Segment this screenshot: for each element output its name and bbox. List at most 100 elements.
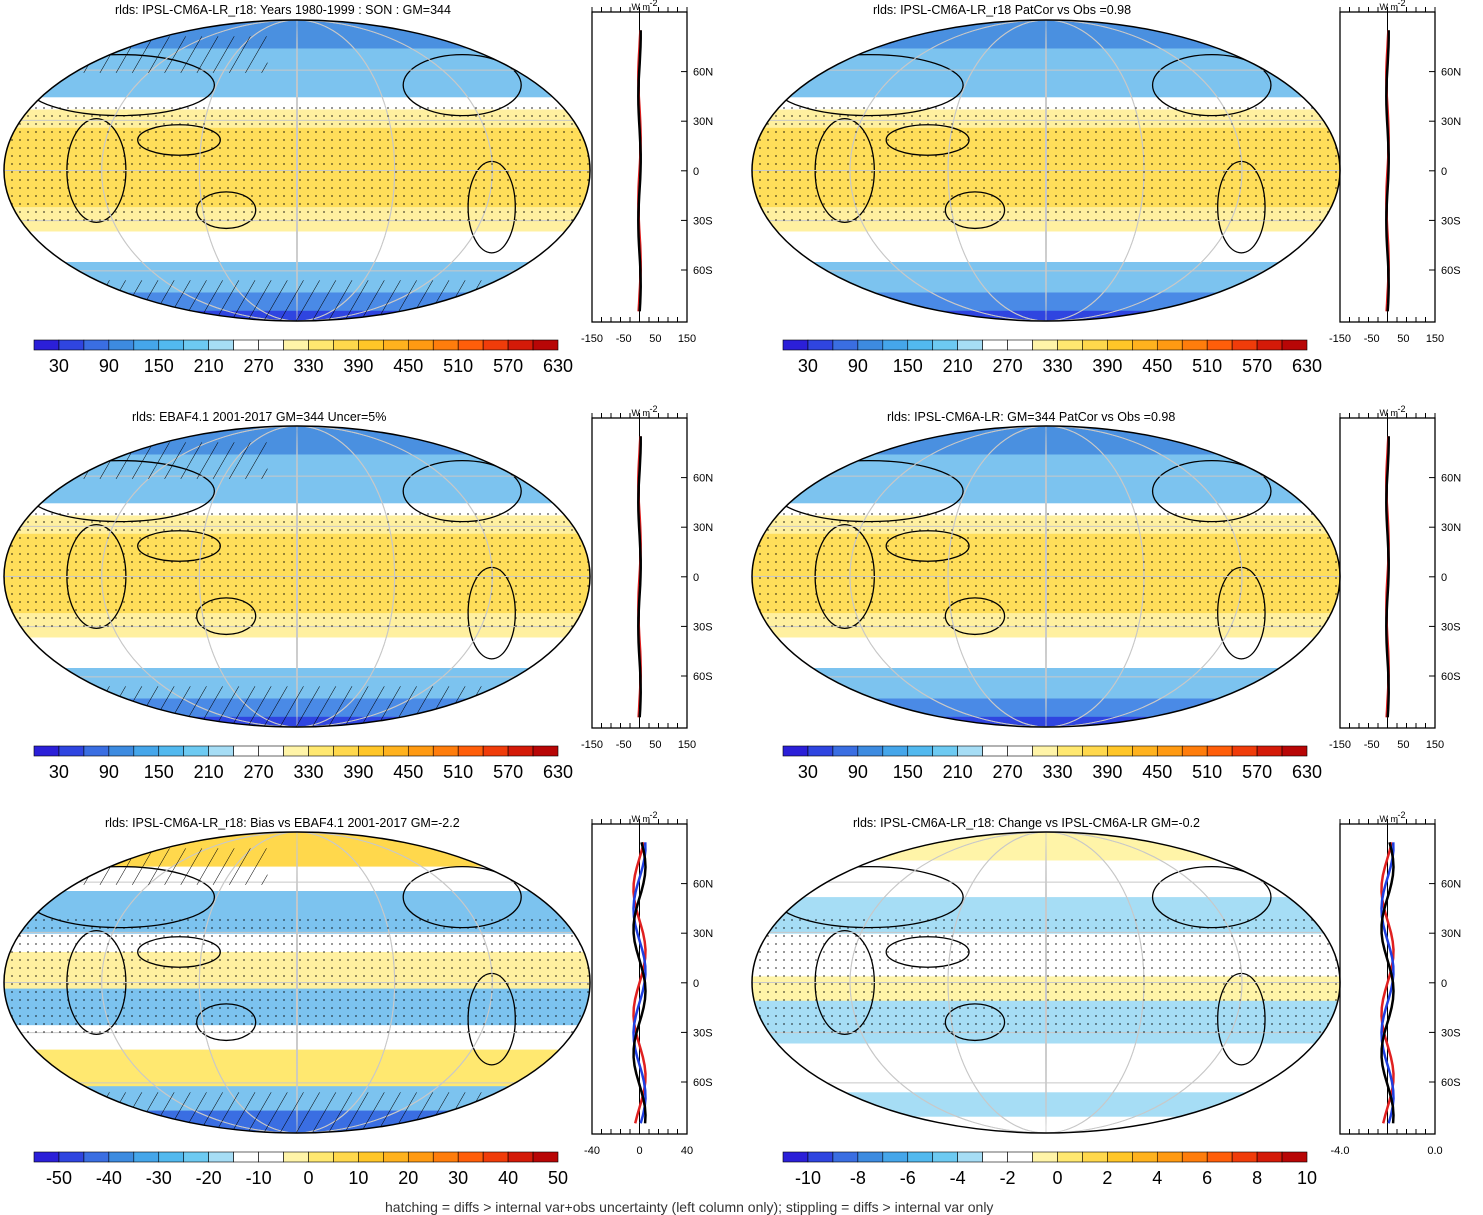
colorbar-swatch xyxy=(233,1151,259,1163)
colorbar-swatch xyxy=(1132,1151,1158,1163)
profile-x-tick-label: 50 xyxy=(649,739,661,751)
profile-lat-label: 60N xyxy=(693,473,713,485)
colorbar-swatch xyxy=(782,339,809,351)
profile-x-tick-label: -150 xyxy=(581,333,603,345)
profile-lat-label: 30N xyxy=(1441,928,1461,940)
colorbar-swatch xyxy=(283,1151,309,1163)
colorbar-label: 30 xyxy=(49,762,69,782)
colorbar-swatch xyxy=(457,1151,484,1163)
colorbar-label: 90 xyxy=(848,762,868,782)
colorbar-label: 570 xyxy=(1242,762,1272,782)
footer-note: hatching = diffs > internal var+obs unce… xyxy=(385,1199,994,1215)
colorbar-swatch xyxy=(33,339,60,351)
colorbar-swatch xyxy=(1256,1151,1283,1163)
colorbar-swatch xyxy=(782,745,809,757)
colorbar-label: -30 xyxy=(146,1168,172,1188)
colorbar-label: 0 xyxy=(1052,1168,1062,1188)
colorbar-label: 450 xyxy=(393,356,423,376)
colorbar-swatch xyxy=(1082,1151,1108,1163)
profile-lat-label: 0 xyxy=(693,572,699,584)
colorbar-swatch xyxy=(532,339,559,351)
colorbar-label: 510 xyxy=(1192,762,1222,782)
colorbar-swatch xyxy=(183,745,209,757)
colorbar-label: 270 xyxy=(993,762,1023,782)
colorbar-swatch xyxy=(407,1151,434,1163)
colorbar-change: -10 -8 -6 -4 -2 0 2 4 6 8 10 xyxy=(782,1151,1317,1188)
colorbar-label: 630 xyxy=(543,762,573,782)
colorbar-swatch xyxy=(1281,1151,1308,1163)
profile-x-tick-label: -150 xyxy=(1329,739,1351,751)
colorbar-swatch xyxy=(1206,745,1233,757)
colorbar-label: 390 xyxy=(343,762,373,782)
colorbar-swatch xyxy=(807,1151,834,1163)
colorbar-label: -2 xyxy=(1000,1168,1016,1188)
stippling xyxy=(752,509,1340,632)
colorbar-swatch xyxy=(1231,1151,1258,1163)
colorbar-label: 6 xyxy=(1202,1168,1212,1188)
profile-lat-label: 30N xyxy=(693,116,713,128)
colorbar-swatch xyxy=(1156,745,1183,757)
colorbar-label: 30 xyxy=(49,356,69,376)
profile-lat-label: 30N xyxy=(693,928,713,940)
colorbar-label: 210 xyxy=(194,356,224,376)
profile-bias: -40 0 40 W m -2 60N 30N 0 30S 60S xyxy=(584,810,713,1157)
colorbar-swatch xyxy=(807,745,834,757)
colorbar-swatch xyxy=(1107,745,1133,757)
colorbar-swatch xyxy=(532,1151,559,1163)
colorbar-swatch xyxy=(1156,1151,1183,1163)
profile-lat-label: 30S xyxy=(1441,1027,1461,1039)
colorbar-swatch xyxy=(358,339,384,351)
profile-unit-sup: -2 xyxy=(650,404,658,414)
colorbar-swatch xyxy=(907,1151,934,1163)
panel-title-bias: rlds: IPSL-CM6A-LR_r18: Bias vs EBAF4.1 … xyxy=(105,816,460,830)
colorbar-swatch xyxy=(58,339,85,351)
colorbar-swatch xyxy=(1256,339,1283,351)
colorbar-label: -40 xyxy=(96,1168,122,1188)
colorbar-label: -10 xyxy=(795,1168,821,1188)
profile-change: -4.0 0.0 W m -2 60N 30N 0 30S 60S xyxy=(1331,810,1462,1157)
colorbar-label: 90 xyxy=(99,762,119,782)
colorbar-label: -20 xyxy=(196,1168,222,1188)
colorbar-label: -10 xyxy=(246,1168,272,1188)
profile-model-mean: -150 -50 50 150 W m -2 60N 30N 0 30S 60S xyxy=(581,0,713,345)
colorbar-label: 510 xyxy=(1192,356,1222,376)
hatching xyxy=(4,280,590,321)
colorbar-label: 210 xyxy=(943,356,973,376)
colorbar-label: 450 xyxy=(393,762,423,782)
profile-lat-label: 30S xyxy=(693,215,713,227)
colorbar-label: 630 xyxy=(1292,762,1322,782)
colorbar-label: 450 xyxy=(1142,356,1172,376)
colorbar-swatch xyxy=(1007,339,1033,351)
profile-obs: -150 -50 50 150 W m -2 60N 30N 0 30S 60S xyxy=(581,404,713,751)
colorbar-swatch xyxy=(1181,339,1208,351)
colorbar-swatch xyxy=(1057,745,1083,757)
colorbar-swatch xyxy=(383,339,409,351)
profile-lat-label: 0 xyxy=(693,166,699,178)
profile-lat-label: 60N xyxy=(1441,67,1461,79)
colorbar-swatch xyxy=(258,339,284,351)
colorbar-swatch xyxy=(1132,745,1158,757)
map-change xyxy=(751,831,1341,1134)
colorbar-swatch xyxy=(982,1151,1008,1163)
profile-x-tick-label: -150 xyxy=(1329,333,1351,345)
profile-x-tick-label: -4.0 xyxy=(1331,1145,1350,1157)
profile-x-tick-label: -50 xyxy=(616,739,632,751)
colorbar-swatch xyxy=(1256,745,1283,757)
colorbar-swatch xyxy=(333,745,359,757)
profile-x-tick-label: 150 xyxy=(1426,333,1444,345)
profile-x-tick-label: 150 xyxy=(678,333,696,345)
colorbar-swatch xyxy=(532,745,559,757)
colorbar-label: 330 xyxy=(293,762,323,782)
colorbar-swatch xyxy=(208,339,234,351)
colorbar-label: 390 xyxy=(1092,762,1122,782)
colorbar-swatch xyxy=(932,745,958,757)
profile-lat-label: 30N xyxy=(1441,522,1461,534)
profile-line-model xyxy=(637,436,642,718)
colorbar-swatch xyxy=(407,745,434,757)
colorbar-swatch xyxy=(957,339,983,351)
map-border xyxy=(3,831,591,1134)
profile-lat-label: 60S xyxy=(1441,671,1461,683)
panel-title-model-mean: rlds: IPSL-CM6A-LR_r18: Years 1980-1999 … xyxy=(115,3,451,17)
colorbar-swatch xyxy=(133,745,160,757)
colorbar-swatch xyxy=(432,339,459,351)
